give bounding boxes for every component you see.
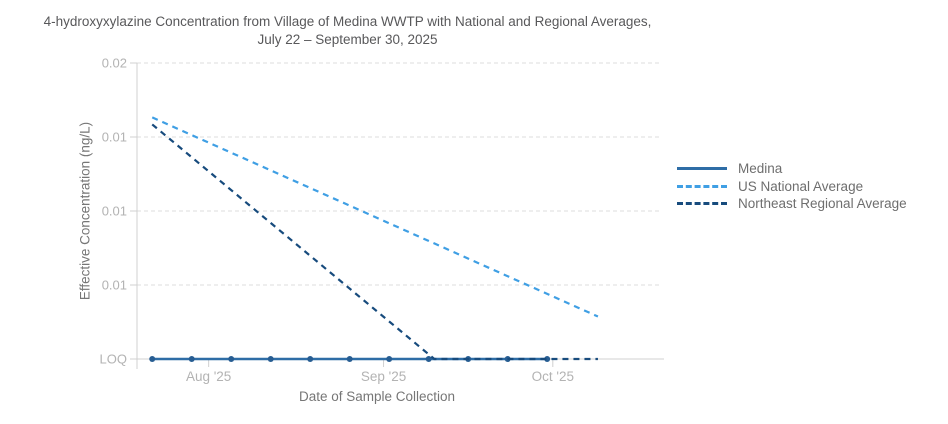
y-tick-label: 0.02 [102, 56, 127, 71]
legend: Medina US National Average Northeast Reg… [677, 160, 907, 213]
data-point-medina [228, 356, 235, 362]
y-tick-label: 0.01 [102, 277, 127, 292]
legend-item-medina[interactable]: Medina [677, 160, 907, 178]
y-tick-label: 0.01 [102, 130, 127, 145]
series-line-us-national-average [151, 116, 599, 318]
x-tick-label: Sep '25 [361, 369, 406, 384]
data-point-medina [544, 356, 551, 362]
series-line-northeast-regional-average [151, 123, 598, 361]
chart-title-line1: 4-hydroxyxylazine Concentration from Vil… [43, 14, 652, 29]
y-tick-label: 0.01 [102, 204, 127, 219]
data-point-medina [307, 356, 314, 362]
legend-swatch-us-national-average [677, 184, 727, 188]
x-axis-title: Date of Sample Collection [298, 389, 456, 404]
data-point-medina [425, 356, 432, 362]
legend-label-medina: Medina [738, 161, 783, 177]
y-tick-label: LOQ [100, 352, 127, 367]
data-point-medina [386, 356, 393, 362]
legend-swatch-northeast-regional-average [677, 202, 727, 206]
data-point-medina [267, 356, 274, 362]
x-tick-label: Aug '25 [186, 369, 231, 384]
legend-item-us-national-average[interactable]: US National Average [677, 178, 907, 196]
data-point-medina [346, 356, 353, 362]
chart-title-line2: July 22 – September 30, 2025 [257, 32, 438, 47]
legend-swatch-medina [677, 167, 727, 171]
chart-title: 4-hydroxyxylazine Concentration from Vil… [0, 13, 695, 49]
legend-label-us-national-average: US National Average [738, 178, 864, 194]
legend-item-northeast-regional-average[interactable]: Northeast Regional Average [677, 195, 907, 213]
legend-label-northeast-regional-average: Northeast Regional Average [738, 196, 907, 212]
x-tick-label: Oct '25 [532, 369, 574, 384]
data-point-medina [188, 356, 195, 362]
data-point-medina [149, 356, 156, 362]
y-axis-title: Effective Concentration (ng/L) [77, 121, 93, 301]
